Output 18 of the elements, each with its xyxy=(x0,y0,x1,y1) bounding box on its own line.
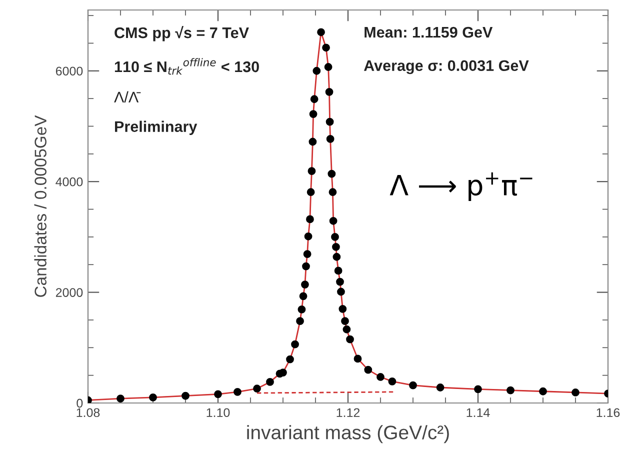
annotation: 110 ≤ N$_{trk}$$^{offline}$ < 130 xyxy=(114,58,259,75)
y-tick-label: 6000 xyxy=(56,66,83,76)
annotation: Mean: 1.1159 GeV xyxy=(364,26,493,38)
annotation: CMS pp √s = 7 TeV xyxy=(114,26,249,42)
annotation: Λ ⟶ p$^{+}$π$^{−}$ xyxy=(390,172,532,202)
x-tick-label: 1.16 xyxy=(596,408,620,418)
x-tick-label: 1.08 xyxy=(76,408,100,418)
x-tick-label: 1.14 xyxy=(466,408,490,417)
annotation: Preliminary xyxy=(115,120,198,136)
x-tick-label: 1.10 xyxy=(206,408,230,418)
annotation: Λ/Λ̄ xyxy=(114,91,141,103)
y-tick-label: 0 xyxy=(76,398,83,408)
y-tick-label: 2000 xyxy=(56,288,83,297)
y-tick-label: 4000 xyxy=(56,177,83,186)
annotation: Average σ: 0.0031 GeV xyxy=(364,60,529,74)
x-axis-title: invariant mass (GeV/c²) xyxy=(247,425,449,444)
x-tick-label: 1.12 xyxy=(336,408,360,417)
y-axis-title: Candidates / 0.0005GeV xyxy=(34,115,46,297)
